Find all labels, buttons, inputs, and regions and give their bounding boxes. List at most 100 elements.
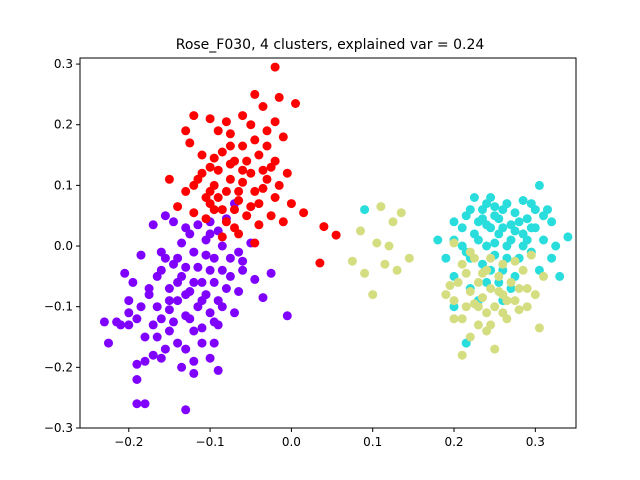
data-point (140, 399, 150, 409)
data-point (156, 314, 166, 324)
data-point (473, 320, 483, 330)
data-point (189, 368, 199, 378)
data-point (169, 217, 178, 227)
series-0 (99, 199, 292, 415)
data-point (384, 241, 394, 251)
chart-title: Rose_F030, 4 clusters, explained var = 0… (176, 37, 485, 53)
data-point (238, 177, 248, 187)
data-point (266, 268, 276, 278)
data-point (193, 262, 203, 272)
data-point (465, 287, 475, 296)
data-point (482, 241, 492, 251)
data-point (164, 305, 174, 315)
data-point (270, 62, 280, 72)
data-point (551, 241, 561, 251)
data-point (486, 193, 496, 202)
data-point (478, 205, 487, 215)
data-point (205, 353, 215, 363)
y-tick-label: 0.1 (54, 178, 73, 192)
data-point (319, 222, 329, 232)
data-point (169, 317, 178, 327)
data-point (124, 320, 134, 330)
data-point (238, 141, 248, 151)
data-point (238, 256, 248, 266)
x-axis: −0.2 −0.1 0.0 0.1 0.2 0.3 (114, 428, 545, 449)
data-point (510, 226, 520, 236)
x-tick-label: −0.2 (114, 435, 143, 449)
data-point (457, 241, 467, 251)
data-point (282, 168, 292, 178)
data-point (136, 250, 146, 260)
data-point (502, 199, 512, 209)
data-point (205, 114, 215, 124)
data-point (152, 302, 162, 312)
data-point (449, 217, 459, 227)
data-point (441, 253, 451, 263)
data-point (209, 253, 219, 263)
data-point (433, 235, 443, 245)
data-point (181, 344, 191, 354)
points-layer (99, 62, 573, 415)
data-point (547, 253, 557, 263)
data-point (189, 356, 199, 366)
data-point (469, 193, 479, 202)
data-point (197, 338, 207, 348)
data-point (221, 186, 231, 196)
data-point (185, 138, 195, 148)
data-point (136, 302, 146, 312)
data-point (534, 323, 544, 333)
data-point (209, 180, 219, 190)
data-point (164, 174, 174, 184)
data-point (201, 250, 211, 260)
data-point (246, 202, 256, 212)
y-tick-label: 0.0 (54, 239, 73, 253)
data-point (380, 259, 390, 269)
data-point (510, 296, 520, 306)
data-point (144, 284, 154, 293)
data-point (510, 256, 520, 266)
data-point (225, 159, 235, 169)
data-point (189, 180, 199, 190)
data-point (445, 281, 455, 290)
data-point (502, 296, 512, 306)
data-point (274, 180, 284, 190)
data-point (539, 211, 548, 221)
data-point (189, 208, 199, 218)
data-point (217, 205, 227, 215)
data-point (522, 214, 532, 224)
data-point (360, 268, 370, 278)
data-point (388, 217, 398, 227)
series-1 (164, 62, 341, 268)
data-point (193, 220, 203, 230)
data-point (449, 238, 459, 248)
data-point (490, 238, 500, 248)
data-point (238, 165, 248, 175)
data-point (510, 208, 520, 218)
data-point (104, 338, 113, 348)
data-point (262, 174, 272, 184)
data-point (258, 165, 268, 175)
data-point (238, 111, 248, 121)
data-point (132, 399, 142, 409)
data-point (242, 156, 252, 166)
data-point (221, 284, 231, 293)
data-point (197, 296, 207, 306)
data-point (124, 296, 134, 306)
data-point (347, 256, 357, 266)
data-point (173, 202, 183, 212)
y-tick-label: 0.3 (54, 57, 73, 71)
data-point (120, 268, 130, 278)
data-point (246, 120, 256, 130)
data-point (262, 141, 272, 151)
x-tick-label: 0.2 (444, 435, 463, 449)
data-point (189, 326, 199, 336)
data-point (217, 265, 227, 275)
data-point (225, 141, 235, 151)
data-point (547, 217, 557, 227)
data-point (164, 296, 174, 306)
data-point (473, 277, 483, 287)
data-point (457, 259, 467, 269)
data-point (99, 317, 109, 327)
